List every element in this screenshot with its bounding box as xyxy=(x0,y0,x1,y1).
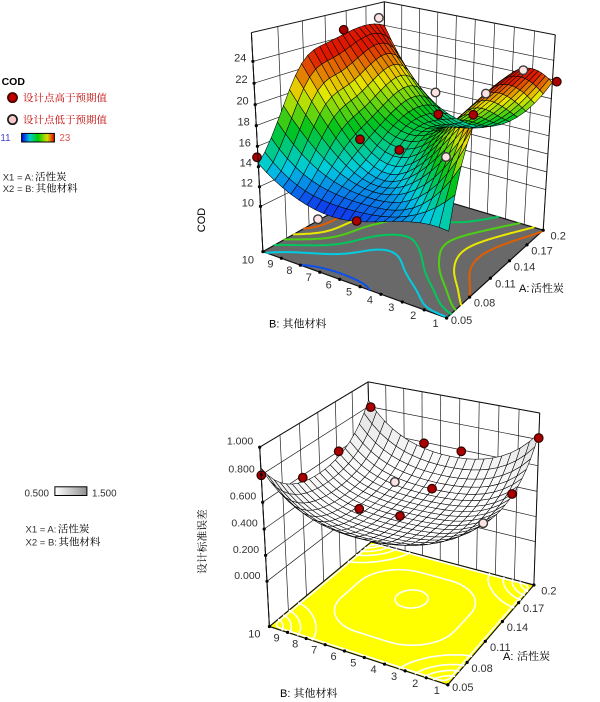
svg-text:0.17: 0.17 xyxy=(523,603,544,615)
svg-text:11: 11 xyxy=(0,133,10,144)
svg-text:0.2: 0.2 xyxy=(541,586,556,598)
svg-text:24: 24 xyxy=(234,52,246,64)
svg-text:A:: A: xyxy=(503,651,513,663)
svg-text:COD: COD xyxy=(196,208,208,233)
svg-text:0.17: 0.17 xyxy=(531,245,552,257)
svg-text:12: 12 xyxy=(241,178,253,190)
svg-text:0.11: 0.11 xyxy=(495,279,516,291)
svg-text:10: 10 xyxy=(248,629,260,641)
svg-text:X2 = B:: X2 = B: xyxy=(3,184,34,195)
svg-text:14: 14 xyxy=(240,158,252,170)
svg-text:0.000: 0.000 xyxy=(234,570,260,582)
svg-text:10: 10 xyxy=(242,197,254,209)
svg-text:0.800: 0.800 xyxy=(228,463,254,475)
svg-text:X1 = A:: X1 = A: xyxy=(3,172,34,183)
svg-text:16: 16 xyxy=(239,137,251,149)
svg-text:COD: COD xyxy=(2,76,26,88)
svg-text:3: 3 xyxy=(388,302,394,314)
svg-text:9: 9 xyxy=(274,632,280,644)
svg-text:7: 7 xyxy=(306,272,312,284)
svg-text:0.05: 0.05 xyxy=(451,315,472,327)
svg-text:X1 = A:: X1 = A: xyxy=(26,525,57,536)
svg-text:22: 22 xyxy=(235,74,247,86)
svg-text:0.200: 0.200 xyxy=(233,544,259,556)
svg-text:8: 8 xyxy=(292,639,298,651)
svg-text:8: 8 xyxy=(286,265,292,277)
svg-text:5: 5 xyxy=(350,658,356,670)
svg-text:4: 4 xyxy=(370,664,376,676)
svg-text:6: 6 xyxy=(330,651,336,663)
svg-text:0.11: 0.11 xyxy=(490,642,511,654)
svg-text:0.08: 0.08 xyxy=(471,663,492,675)
svg-text:1: 1 xyxy=(433,318,439,330)
svg-text:0.500: 0.500 xyxy=(24,489,49,500)
svg-text:18: 18 xyxy=(238,117,250,129)
svg-text:0.14: 0.14 xyxy=(514,261,535,273)
svg-text:20: 20 xyxy=(236,96,248,108)
svg-text:10: 10 xyxy=(242,255,254,267)
svg-text:23: 23 xyxy=(59,133,70,144)
svg-text:6: 6 xyxy=(326,279,332,291)
svg-text:B:: B: xyxy=(269,319,279,331)
svg-text:0.14: 0.14 xyxy=(507,622,528,634)
svg-text:3: 3 xyxy=(391,671,397,683)
svg-text:4: 4 xyxy=(367,294,373,306)
svg-text:1.500: 1.500 xyxy=(92,489,117,500)
svg-text:A:: A: xyxy=(519,283,529,295)
svg-text:X2 = B:: X2 = B: xyxy=(26,538,57,549)
svg-text:2: 2 xyxy=(410,310,416,322)
svg-text:0.2: 0.2 xyxy=(551,231,566,243)
svg-text:2: 2 xyxy=(412,678,418,690)
svg-text:0.400: 0.400 xyxy=(231,518,257,530)
svg-text:1.000: 1.000 xyxy=(227,436,253,448)
svg-text:0.08: 0.08 xyxy=(474,298,495,310)
svg-text:5: 5 xyxy=(346,287,352,299)
svg-text:9: 9 xyxy=(267,258,273,270)
svg-text:B:: B: xyxy=(280,688,290,700)
svg-text:1: 1 xyxy=(434,685,440,697)
svg-text:0.05: 0.05 xyxy=(452,682,473,694)
svg-text:7: 7 xyxy=(311,645,317,657)
svg-text:0.600: 0.600 xyxy=(230,491,256,503)
